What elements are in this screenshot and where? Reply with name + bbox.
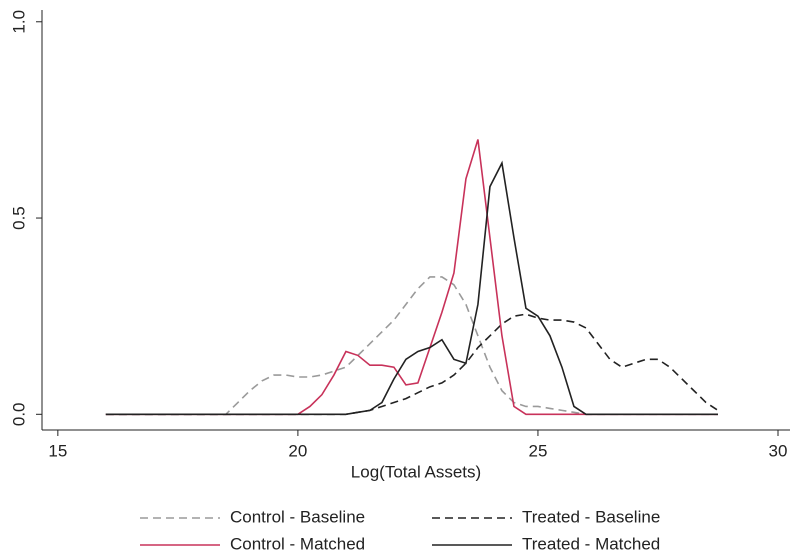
series-line bbox=[105, 160, 718, 416]
legend-label: Treated - Matched bbox=[522, 534, 660, 553]
y-tick-label: 0.0 bbox=[9, 402, 28, 426]
legend-label: Control - Baseline bbox=[230, 507, 365, 526]
y-tick-label: 0.5 bbox=[9, 206, 28, 230]
x-tick-label: 15 bbox=[48, 441, 67, 460]
x-tick-label: 30 bbox=[769, 441, 788, 460]
y-tick-label: 1.0 bbox=[9, 10, 28, 34]
series-line bbox=[105, 313, 719, 416]
x-axis-title: Log(Total Assets) bbox=[351, 462, 481, 481]
legend-label: Treated - Baseline bbox=[522, 507, 660, 526]
series-line bbox=[105, 139, 718, 416]
x-tick-label: 20 bbox=[288, 441, 307, 460]
series-line bbox=[105, 276, 718, 416]
x-tick-label: 25 bbox=[528, 441, 547, 460]
legend-label: Control - Matched bbox=[230, 534, 365, 553]
